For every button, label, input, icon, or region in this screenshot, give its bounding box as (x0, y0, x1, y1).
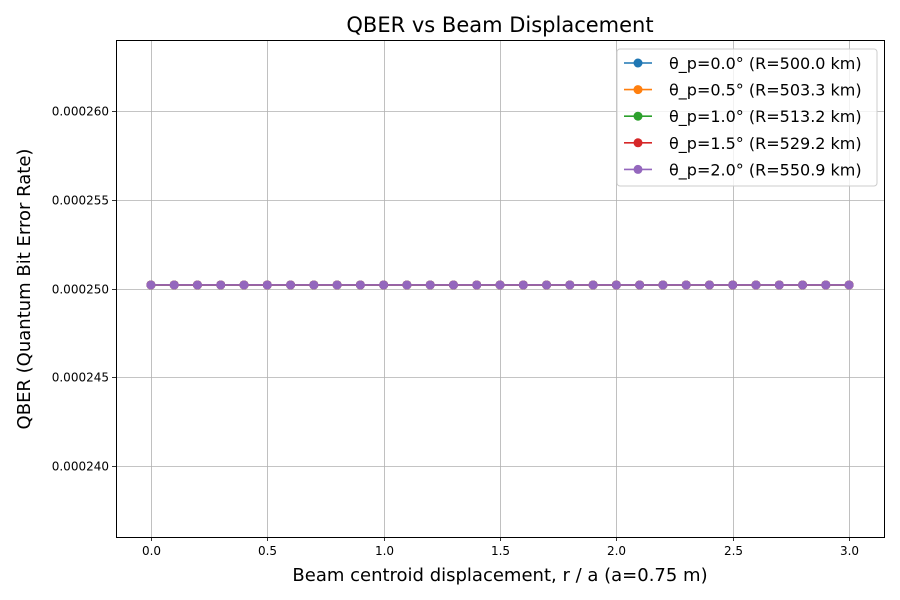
data-point (355, 280, 365, 290)
data-point (448, 280, 458, 290)
data-point (774, 280, 784, 290)
x-tick-label: 1.0 (375, 544, 394, 558)
x-tick-label: 0.5 (258, 544, 277, 558)
x-tick-label: 1.5 (491, 544, 510, 558)
data-point (262, 280, 272, 290)
data-point (565, 280, 575, 290)
legend-box (616, 48, 878, 187)
data-point (588, 280, 598, 290)
data-point (518, 280, 528, 290)
legend-entry-label: θ_p=1.0° (R=513.2 km) (669, 107, 862, 127)
data-point (472, 280, 482, 290)
data-point (844, 280, 854, 290)
legend-entry-label: θ_p=0.5° (R=503.3 km) (669, 81, 862, 101)
data-point (216, 280, 226, 290)
x-axis-label: Beam centroid displacement, r / a (a=0.7… (292, 565, 707, 586)
legend-marker (633, 138, 643, 148)
y-tick-label: 0.000255 (52, 194, 109, 208)
legend-entry-label: θ_p=0.0° (R=500.0 km) (669, 54, 862, 74)
x-tick-label: 3.0 (840, 544, 859, 558)
data-point (821, 280, 831, 290)
data-point (798, 280, 808, 290)
data-point (379, 280, 389, 290)
data-point (681, 280, 691, 290)
data-point (192, 280, 202, 290)
data-point (309, 280, 319, 290)
data-point (728, 280, 738, 290)
y-tick-label: 0.000245 (52, 371, 109, 385)
data-point (751, 280, 761, 290)
data-point (658, 280, 668, 290)
data-point (402, 280, 412, 290)
legend-marker (633, 58, 643, 68)
x-tick-label: 0.0 (142, 544, 161, 558)
data-point (169, 280, 179, 290)
legend-marker (633, 111, 643, 121)
data-point (704, 280, 714, 290)
chart-title: QBER vs Beam Displacement (346, 13, 653, 37)
data-point (146, 280, 156, 290)
series-4 (146, 280, 854, 290)
legend-entry-label: θ_p=2.0° (R=550.9 km) (669, 160, 862, 180)
x-tick-label: 2.5 (724, 544, 743, 558)
data-point (286, 280, 296, 290)
legend-marker (633, 164, 643, 174)
data-point (542, 280, 552, 290)
y-tick-label: 0.000240 (52, 460, 109, 474)
y-tick-label: 0.000250 (52, 283, 109, 297)
data-point (332, 280, 342, 290)
legend-entry-label: θ_p=1.5° (R=529.2 km) (669, 134, 862, 154)
legend: θ_p=0.0° (R=500.0 km) θ_p=0.5° (R=503.3 k… (616, 48, 878, 187)
axis-ticks: 0.0 0.5 1.0 1.5 2.0 2.5 3.0 0.000240 0.000245 0.0… (52, 105, 859, 559)
plot-series (146, 280, 854, 290)
x-tick-label: 2.0 (607, 544, 626, 558)
data-point (611, 280, 621, 290)
data-point (425, 280, 435, 290)
y-axis-label: QBER (Quantum Bit Error Rate) (14, 149, 35, 430)
data-point (239, 280, 249, 290)
legend-marker (633, 85, 643, 95)
y-tick-label: 0.000260 (52, 105, 109, 119)
data-point (495, 280, 505, 290)
data-point (635, 280, 645, 290)
